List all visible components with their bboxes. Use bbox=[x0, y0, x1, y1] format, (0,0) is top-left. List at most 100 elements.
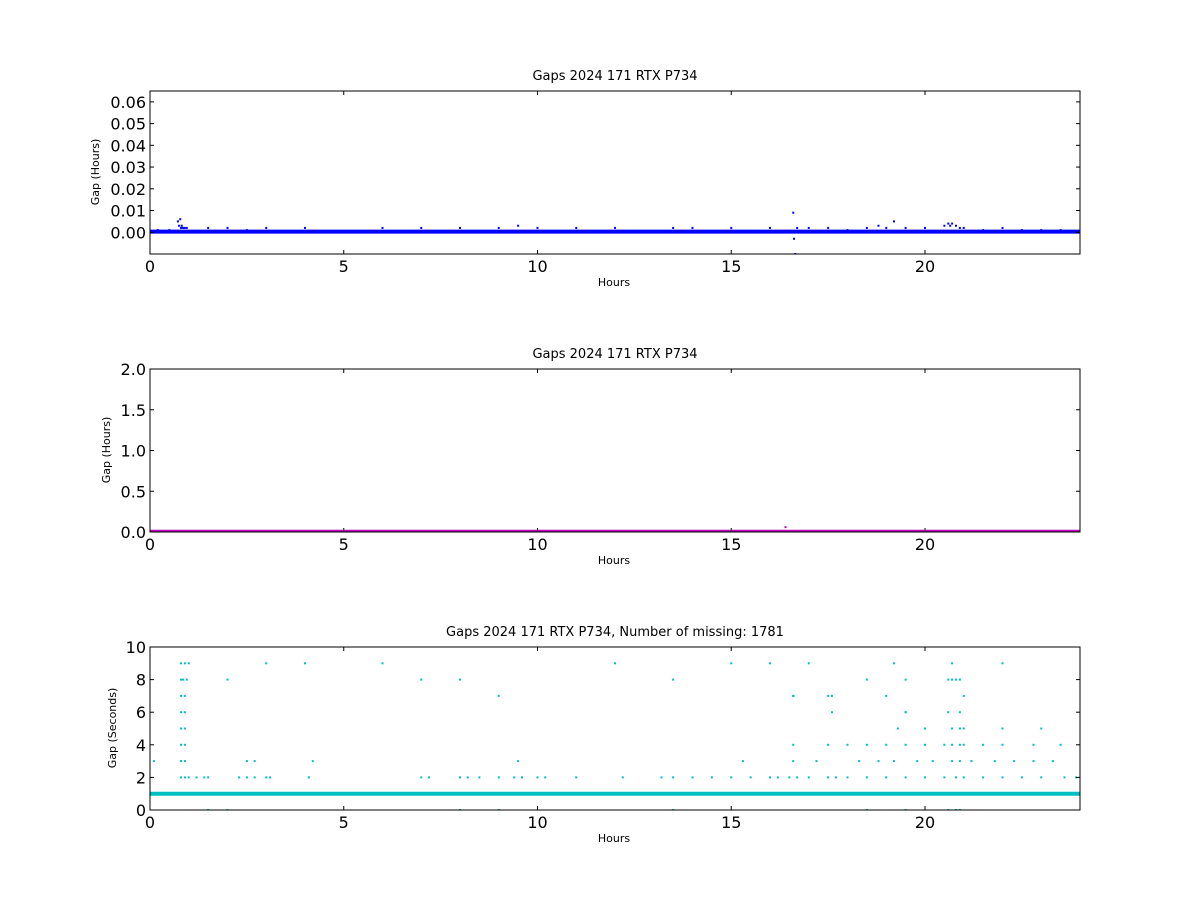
panel-top-xlabel: Hours bbox=[598, 276, 630, 289]
panel-top-xtick-label: 0 bbox=[145, 257, 155, 276]
panel-top-point bbox=[904, 226, 907, 229]
panel-bottom-point bbox=[865, 776, 868, 779]
panel-top-point bbox=[958, 226, 961, 229]
panel-bottom-point bbox=[544, 776, 547, 779]
panel-bottom-point bbox=[180, 662, 182, 665]
panel-bottom-point bbox=[691, 776, 694, 779]
panel-bottom-point bbox=[947, 678, 950, 681]
panel-top-title: Gaps 2024 171 RTX P734 bbox=[532, 69, 697, 84]
panel-bottom-point bbox=[1001, 727, 1004, 730]
panel-middle-plot: 0 5 10 15 20 0.0 0.5 1.0 1.5 2.0 bbox=[121, 360, 1081, 554]
panel-top-point bbox=[517, 224, 520, 227]
panel-bottom-point bbox=[183, 776, 186, 779]
panel-bottom-point bbox=[183, 727, 186, 730]
panel-top-point bbox=[459, 226, 461, 229]
panel-top-point bbox=[924, 226, 926, 229]
panel-bottom-point bbox=[1063, 776, 1066, 779]
panel-top-point bbox=[949, 224, 952, 227]
panel-top-ytick-label: 0.05 bbox=[110, 115, 146, 134]
panel-top-point bbox=[885, 226, 888, 229]
panel-top-point bbox=[792, 211, 795, 214]
panel-top-point bbox=[207, 226, 210, 229]
panel-bottom-point bbox=[207, 776, 210, 779]
panel-top-point bbox=[951, 222, 954, 225]
panel-top-data bbox=[150, 211, 1080, 254]
panel-top-point bbox=[265, 226, 268, 229]
panel-bottom-point bbox=[846, 776, 849, 779]
panel-top-point bbox=[168, 229, 171, 232]
panel-bottom-point bbox=[955, 776, 957, 779]
panel-bottom-point bbox=[183, 662, 186, 665]
panel-bottom-point bbox=[962, 776, 965, 779]
panel-bottom-point bbox=[265, 776, 268, 779]
panel-bottom-point bbox=[943, 743, 946, 746]
panel-bottom-point bbox=[226, 678, 229, 681]
panel-bottom-point bbox=[1032, 743, 1035, 746]
panel-bottom-point bbox=[916, 760, 919, 763]
panel-bottom-xtick-label: 15 bbox=[721, 813, 741, 832]
panel-bottom-point bbox=[614, 662, 616, 665]
panel-bottom-point bbox=[180, 776, 182, 779]
panel-bottom-point bbox=[951, 662, 954, 665]
panel-bottom-point bbox=[904, 743, 907, 746]
panel-bottom-point bbox=[521, 776, 523, 779]
panel-bottom-xtick-label: 20 bbox=[915, 813, 935, 832]
panel-bottom-point bbox=[831, 694, 833, 697]
panel-top-ytick-label: 0.01 bbox=[110, 202, 146, 221]
panel-bottom-point bbox=[893, 662, 895, 665]
panel-bottom-point bbox=[185, 678, 188, 681]
panel-bottom-point bbox=[420, 678, 423, 681]
panel-top-point bbox=[793, 237, 796, 240]
panel-bottom-ytick-label: 10 bbox=[126, 638, 146, 657]
panel-top-point bbox=[536, 226, 539, 229]
panel-bottom-point bbox=[245, 776, 248, 779]
panel-middle-ytick-label: 1.5 bbox=[121, 401, 146, 420]
panel-bottom-point bbox=[955, 678, 957, 681]
panel-bottom-point bbox=[180, 743, 182, 746]
panel-top-plot: 0 5 10 15 20 0.00 0.01 0.02 0.03 0.04 0.05 0.06 bbox=[110, 90, 1081, 276]
panel-bottom-point bbox=[904, 678, 907, 681]
panel-top-point bbox=[381, 226, 384, 229]
panel-bottom-point bbox=[672, 678, 675, 681]
panel-top: Gaps 2024 171 RTX P734 Hours Gap (Hours)… bbox=[89, 69, 1081, 289]
panel-bottom-point bbox=[381, 662, 384, 665]
panel-bottom-point bbox=[180, 760, 182, 763]
panel-bottom-point bbox=[958, 760, 961, 763]
panel-top-ylabel: Gap (Hours) bbox=[89, 139, 102, 206]
panel-bottom-point bbox=[982, 743, 985, 746]
panel-bottom-point bbox=[951, 678, 954, 681]
panel-top-xtick-label: 10 bbox=[527, 257, 547, 276]
panel-top-point bbox=[865, 226, 868, 229]
panel-bottom-point bbox=[885, 743, 888, 746]
panel-top-point bbox=[180, 224, 183, 227]
panel-bottom-xlabel: Hours bbox=[598, 832, 630, 845]
panel-top-point bbox=[672, 226, 675, 229]
panel-bottom-point bbox=[428, 776, 430, 779]
panel-bottom-point bbox=[982, 776, 985, 779]
panel-bottom-point bbox=[420, 776, 423, 779]
panel-bottom-point bbox=[183, 711, 186, 714]
panel-bottom-point bbox=[672, 776, 675, 779]
panel-bottom-point bbox=[513, 776, 516, 779]
panel-top-point bbox=[807, 226, 810, 229]
panel-bottom-point bbox=[827, 776, 830, 779]
panel-bottom-point bbox=[536, 776, 539, 779]
panel-bottom-point bbox=[924, 776, 926, 779]
panel-middle-point bbox=[784, 526, 787, 529]
panel-bottom-point bbox=[885, 776, 888, 779]
panel-bottom-point bbox=[180, 727, 182, 730]
panel-bottom-point bbox=[253, 760, 256, 763]
panel-top-point bbox=[1059, 229, 1062, 232]
panel-middle-xlabel: Hours bbox=[598, 554, 630, 567]
panel-top-point bbox=[730, 226, 733, 229]
panel-bottom-point bbox=[180, 711, 182, 714]
panel-bottom-point bbox=[958, 727, 961, 730]
panel-bottom-point bbox=[459, 678, 461, 681]
panel-top-point bbox=[156, 229, 159, 232]
panel-bottom-point bbox=[958, 678, 961, 681]
panel-bottom-point bbox=[858, 760, 861, 763]
panel-bottom-point bbox=[1001, 743, 1004, 746]
panel-top-ytick-label: 0.04 bbox=[110, 136, 146, 155]
panel-bottom-point bbox=[269, 776, 272, 779]
